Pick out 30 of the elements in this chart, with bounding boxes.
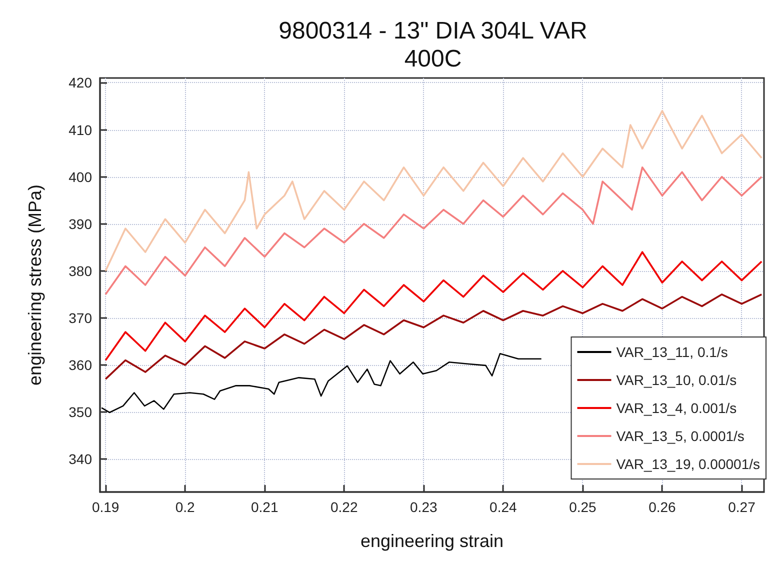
x-tick-label: 0.25 — [569, 499, 597, 515]
line-series — [104, 110, 763, 272]
x-axis-title: engineering strain — [360, 531, 504, 551]
y-tick-label: 340 — [68, 451, 92, 468]
legend-label: VAR_13_5, 0.0001/s — [616, 428, 744, 444]
chart-title: 9800314 - 13" DIA 304L VAR 400C — [278, 18, 588, 72]
y-tick-label: 380 — [68, 262, 92, 279]
x-tick-label: 0.2 — [175, 499, 196, 515]
x-tick-label: 0.23 — [410, 499, 438, 515]
x-tick-label: 0.21 — [250, 499, 278, 515]
y-tick-label: 400 — [68, 168, 92, 185]
x-tick-label: 0.24 — [490, 499, 518, 515]
legend-label: VAR_13_11, 0.1/s — [616, 344, 728, 360]
legend-label: VAR_13_10, 0.01/s — [616, 372, 737, 388]
y-tick-label: 390 — [68, 216, 92, 232]
y-axis-title: engineering stress (MPa) — [25, 184, 45, 386]
y-tick-label: 370 — [68, 310, 92, 326]
y-tick-label: 410 — [68, 122, 92, 138]
y-tick-label: 350 — [68, 404, 92, 420]
y-tick-label: 360 — [68, 356, 92, 373]
line-series — [104, 251, 763, 362]
y-tick-label: 420 — [68, 74, 92, 91]
x-tick-label: 0.26 — [648, 499, 676, 515]
legend-label: VAR_13_19, 0.00001/s — [616, 456, 760, 472]
legend-label: VAR_13_4, 0.001/s — [616, 400, 737, 416]
line-series — [104, 166, 763, 296]
x-tick-label: 0.22 — [330, 499, 358, 515]
x-tick-label: 0.27 — [728, 499, 756, 515]
x-tick-label: 0.19 — [92, 499, 120, 515]
line-series — [100, 353, 542, 414]
